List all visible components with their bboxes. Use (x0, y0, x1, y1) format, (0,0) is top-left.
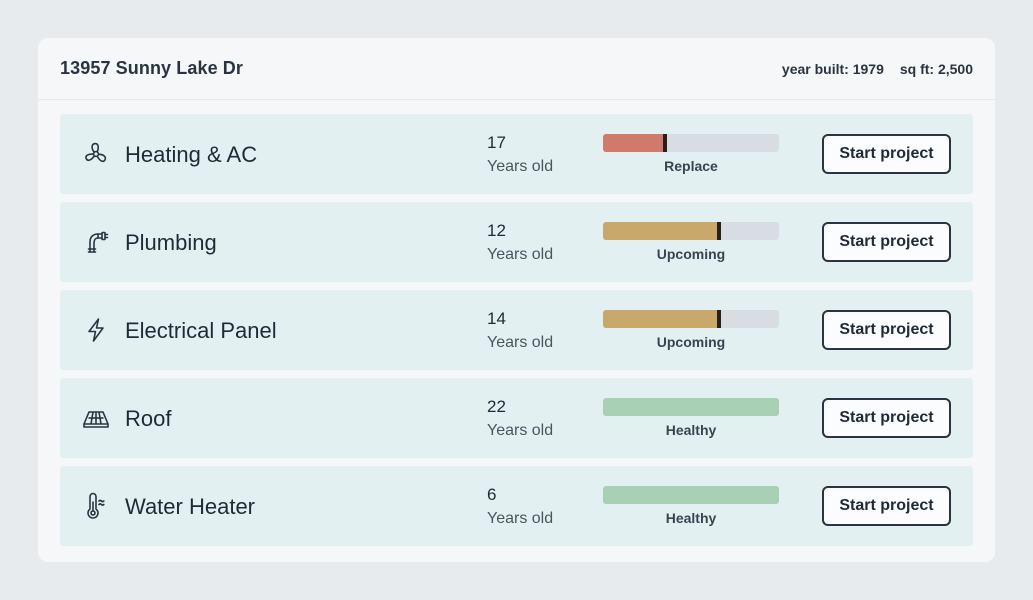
lifespan-bar-fill (603, 398, 779, 416)
system-age: 6 Years old (487, 484, 553, 532)
home-systems-card: 13957 Sunny Lake Dr year built: 1979 sq … (38, 38, 995, 562)
status-label: Replace (664, 158, 718, 174)
system-row-roof: Roof 22 Years old Healthy Start project (60, 378, 973, 458)
square-feet: sq ft: 2,500 (899, 60, 973, 77)
system-age: 22 Years old (487, 396, 553, 444)
age-value: 17 (487, 133, 506, 152)
lifespan-bar-fill (603, 486, 779, 504)
age-value: 14 (487, 309, 506, 328)
lifespan-bar (603, 310, 779, 328)
lifespan-bar-fill (603, 222, 720, 240)
lifespan-bar-marker (717, 310, 722, 328)
systems-list: Heating & AC 17 Years old Replace Start … (38, 100, 995, 546)
lifespan-bar (603, 486, 779, 504)
system-row-water-heater: Water Heater 6 Years old Healthy Start p… (60, 466, 973, 546)
system-age: 12 Years old (487, 220, 553, 268)
system-name: Plumbing (125, 230, 217, 255)
age-label: Years old (487, 334, 554, 351)
lightning-icon (82, 316, 110, 344)
status-label: Healthy (665, 510, 717, 526)
system-row-heating-ac: Heating & AC 17 Years old Replace Start … (60, 114, 973, 194)
age-label: Years old (487, 246, 554, 263)
age-value: 12 (487, 221, 506, 240)
system-age: 17 Years old (487, 132, 553, 180)
status-label: Healthy (665, 422, 717, 438)
lifespan-bar (603, 398, 779, 416)
lifespan-bar-marker (662, 134, 667, 152)
lifespan-bar-fill (603, 134, 665, 152)
property-meta: year built: 1979 sq ft: 2,500 (782, 61, 973, 77)
pipe-icon (82, 228, 110, 256)
status-indicator: Replace (603, 134, 779, 174)
lifespan-bar-fill (603, 310, 720, 328)
system-name: Heating & AC (125, 142, 258, 167)
thermometer-icon (82, 492, 110, 520)
card-header: 13957 Sunny Lake Dr year built: 1979 sq … (38, 38, 995, 100)
lifespan-bar-marker (717, 222, 722, 240)
age-label: Years old (487, 422, 554, 439)
fan-icon (82, 140, 110, 168)
age-label: Years old (487, 158, 554, 175)
start-project-button[interactable]: Start project (822, 222, 951, 262)
lifespan-bar (603, 134, 779, 152)
year-built: year built: 1979 (781, 60, 884, 77)
start-project-button[interactable]: Start project (822, 398, 951, 438)
start-project-button[interactable]: Start project (822, 310, 951, 350)
lifespan-bar (603, 222, 779, 240)
status-label: Upcoming (656, 246, 726, 262)
system-name: Water Heater (125, 494, 256, 519)
system-name: Electrical Panel (125, 318, 277, 343)
system-age: 14 Years old (487, 308, 553, 356)
start-project-button[interactable]: Start project (822, 486, 951, 526)
system-name: Roof (125, 406, 172, 431)
system-row-plumbing: Plumbing 12 Years old Upcoming Start pro… (60, 202, 973, 282)
status-indicator: Upcoming (603, 222, 779, 262)
system-row-electrical-panel: Electrical Panel 14 Years old Upcoming S… (60, 290, 973, 370)
age-value: 6 (487, 485, 497, 504)
status-indicator: Healthy (603, 486, 779, 526)
property-address: 13957 Sunny Lake Dr (60, 58, 243, 78)
age-value: 22 (487, 397, 506, 416)
roof-icon (82, 404, 110, 432)
status-indicator: Upcoming (603, 310, 779, 350)
status-indicator: Healthy (603, 398, 779, 438)
status-label: Upcoming (656, 334, 726, 350)
age-label: Years old (487, 510, 554, 527)
start-project-button[interactable]: Start project (822, 134, 951, 174)
